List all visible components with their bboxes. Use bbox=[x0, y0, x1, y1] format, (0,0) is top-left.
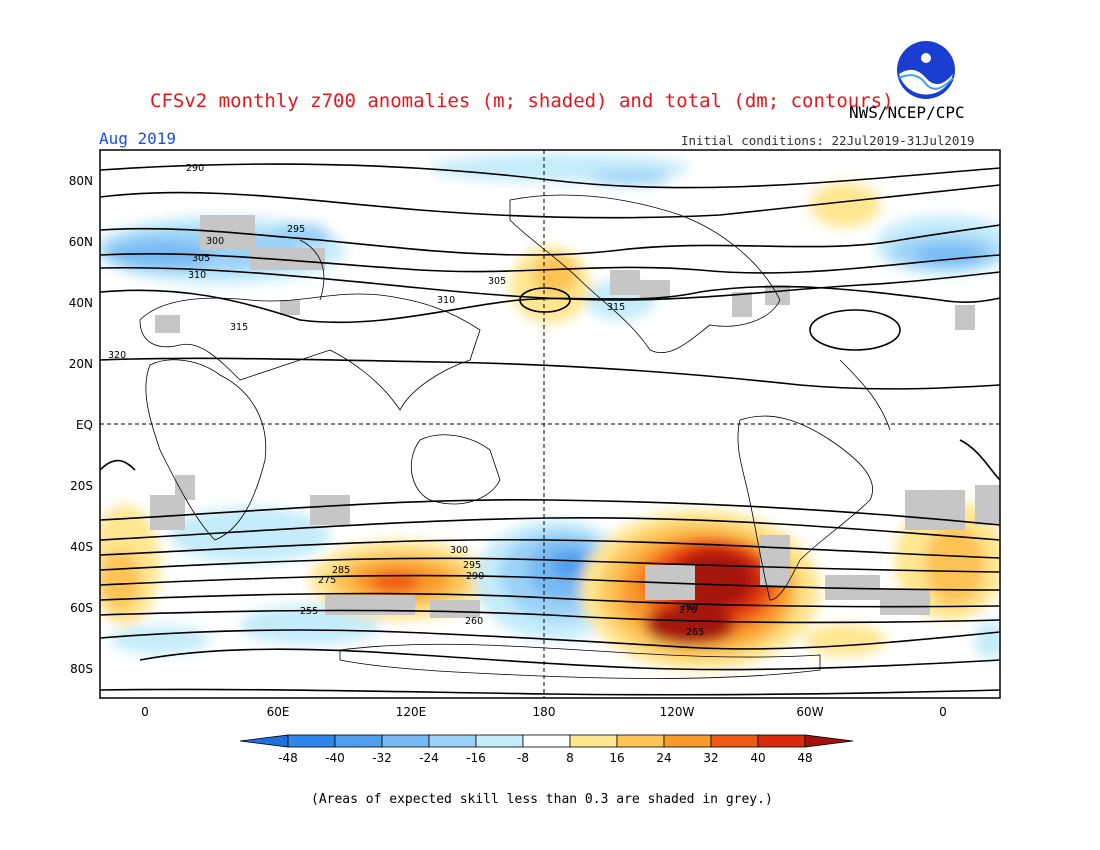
colorbar-arrow-right bbox=[804, 734, 854, 748]
lon-label: 180 bbox=[533, 705, 556, 719]
colorbar-label: -32 bbox=[372, 751, 392, 765]
contour-label: 305 bbox=[488, 276, 506, 287]
colorbar-label: 40 bbox=[750, 751, 765, 765]
map-title: CFSv2 monthly z700 anomalies (m; shaded)… bbox=[150, 90, 894, 112]
contour-label: 290 bbox=[466, 571, 484, 582]
lat-label: 60N bbox=[69, 235, 93, 249]
lon-label: 60W bbox=[796, 705, 823, 719]
colorbar-label: -16 bbox=[466, 751, 486, 765]
colorbar: -48 -40 -32 -24 -16 -8 8 16 24 32 40 48 bbox=[239, 734, 854, 765]
lat-label: 20N bbox=[69, 357, 93, 371]
contour-label: 320 bbox=[108, 350, 126, 361]
contour-label: 260 bbox=[465, 616, 483, 627]
colorbar-label: 48 bbox=[797, 751, 812, 765]
contour-label: 315 bbox=[607, 302, 625, 313]
lat-label: 40S bbox=[70, 540, 93, 554]
contour-label: 310 bbox=[188, 270, 206, 281]
contour-label: 300 bbox=[450, 545, 468, 556]
colorbar-swatch bbox=[710, 734, 759, 748]
contour-labels: 290 295 300 305 310 315 320 305 310 315 … bbox=[108, 163, 704, 638]
latitude-labels: 80N 60N 40N 20N EQ 20S 40S 60S 80S bbox=[69, 174, 93, 676]
colorbar-swatch bbox=[663, 734, 712, 748]
lat-label: 80S bbox=[70, 662, 93, 676]
height-contours bbox=[100, 163, 1000, 696]
colorbar-swatch bbox=[428, 734, 477, 748]
colorbar-label: -8 bbox=[517, 751, 529, 765]
contour-label: 265 bbox=[686, 627, 704, 638]
lon-label: 120E bbox=[396, 705, 427, 719]
coastlines bbox=[139, 194, 891, 679]
contour-label: 315 bbox=[230, 322, 248, 333]
contour-label: 280 bbox=[680, 602, 698, 613]
contour-label: 300 bbox=[206, 236, 224, 247]
colorbar-label: -40 bbox=[325, 751, 345, 765]
initial-conditions: Initial conditions: 22Jul2019-31Jul2019 bbox=[681, 133, 975, 148]
forecast-month: Aug 2019 bbox=[99, 129, 177, 148]
contour-label: 255 bbox=[300, 606, 318, 617]
contour-label: 270 bbox=[679, 605, 697, 616]
colorbar-label: 24 bbox=[656, 751, 671, 765]
colorbar-swatch bbox=[287, 734, 336, 748]
colorbar-label: 16 bbox=[609, 751, 624, 765]
colorbar-swatch bbox=[522, 734, 571, 748]
skill-footnote: (Areas of expected skill less than 0.3 a… bbox=[311, 792, 773, 807]
agency-label: NWS/NCEP/CPC bbox=[849, 103, 965, 122]
lon-label: 0 bbox=[939, 705, 947, 719]
lat-label: 20S bbox=[70, 479, 93, 493]
contour-label: 275 bbox=[318, 575, 336, 586]
contour-label: 290 bbox=[186, 163, 204, 174]
contour-label: 295 bbox=[287, 224, 305, 235]
colorbar-swatch bbox=[616, 734, 665, 748]
lat-label: 40N bbox=[69, 296, 93, 310]
colorbar-label: -48 bbox=[278, 751, 298, 765]
colorbar-swatch bbox=[569, 734, 618, 748]
colorbar-arrow-left bbox=[239, 734, 289, 748]
contour-label: 285 bbox=[332, 565, 350, 576]
contour-label: 305 bbox=[192, 253, 210, 264]
colorbar-swatch bbox=[381, 734, 430, 748]
contour-label: 310 bbox=[437, 295, 455, 306]
lat-label: 80N bbox=[69, 174, 93, 188]
lat-label: EQ bbox=[76, 418, 93, 432]
lon-label: 0 bbox=[141, 705, 149, 719]
colorbar-label: 32 bbox=[703, 751, 718, 765]
colorbar-swatch bbox=[334, 734, 383, 748]
colorbar-swatch bbox=[757, 734, 806, 748]
colorbar-label: 8 bbox=[566, 751, 574, 765]
lon-label: 60E bbox=[267, 705, 290, 719]
colorbar-label: -24 bbox=[419, 751, 439, 765]
contour-label: 295 bbox=[463, 560, 481, 571]
noaa-logo bbox=[897, 41, 955, 99]
lat-label: 60S bbox=[70, 601, 93, 615]
longitude-labels: 0 60E 120E 180 120W 60W 0 bbox=[141, 705, 947, 719]
colorbar-swatch bbox=[475, 734, 524, 748]
lon-label: 120W bbox=[660, 705, 695, 719]
